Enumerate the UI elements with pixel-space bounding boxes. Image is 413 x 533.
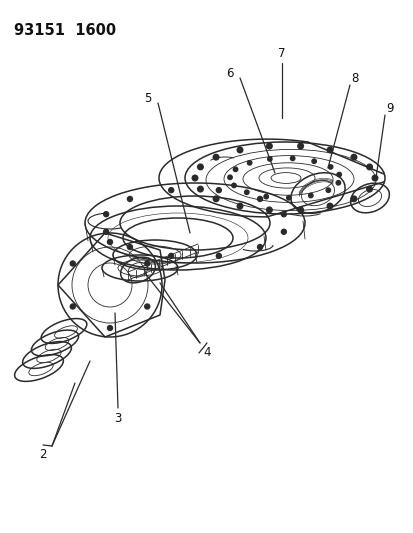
Circle shape — [267, 157, 271, 161]
Circle shape — [197, 186, 203, 192]
Circle shape — [366, 186, 371, 192]
Circle shape — [70, 304, 75, 309]
Circle shape — [326, 203, 332, 209]
Circle shape — [216, 253, 221, 259]
Text: 4: 4 — [203, 346, 210, 359]
Circle shape — [213, 196, 218, 201]
Circle shape — [325, 188, 330, 192]
Text: 2: 2 — [39, 448, 47, 462]
Text: 3: 3 — [114, 411, 121, 424]
Circle shape — [216, 188, 221, 192]
Circle shape — [286, 196, 290, 200]
Circle shape — [233, 167, 237, 172]
Circle shape — [371, 175, 377, 181]
Circle shape — [244, 190, 248, 195]
Circle shape — [127, 245, 132, 249]
Text: 6: 6 — [225, 67, 233, 79]
Circle shape — [311, 159, 316, 164]
Circle shape — [266, 143, 271, 149]
Circle shape — [257, 245, 262, 249]
Circle shape — [263, 195, 268, 199]
Circle shape — [326, 147, 332, 153]
Circle shape — [281, 229, 286, 235]
Circle shape — [237, 203, 242, 209]
Circle shape — [297, 143, 303, 149]
Circle shape — [231, 183, 236, 188]
Circle shape — [290, 156, 294, 160]
Text: 7: 7 — [278, 46, 285, 60]
Text: 5: 5 — [144, 92, 151, 104]
Circle shape — [227, 175, 232, 180]
Circle shape — [281, 212, 286, 217]
Circle shape — [103, 212, 108, 217]
Circle shape — [308, 193, 312, 198]
Circle shape — [145, 261, 150, 266]
Circle shape — [335, 181, 340, 185]
Circle shape — [247, 160, 251, 165]
Circle shape — [145, 304, 150, 309]
Circle shape — [103, 229, 108, 235]
Text: 93151  1600: 93151 1600 — [14, 23, 116, 38]
Text: 9: 9 — [385, 101, 393, 115]
Circle shape — [127, 197, 132, 201]
Circle shape — [70, 261, 75, 266]
Circle shape — [366, 164, 371, 169]
Circle shape — [336, 172, 341, 177]
Circle shape — [297, 207, 303, 213]
Circle shape — [168, 188, 173, 192]
Circle shape — [197, 164, 203, 169]
Circle shape — [266, 207, 271, 213]
Circle shape — [192, 175, 197, 181]
Text: 8: 8 — [351, 71, 358, 85]
Circle shape — [107, 239, 112, 245]
Circle shape — [168, 253, 173, 259]
Circle shape — [257, 197, 262, 201]
Circle shape — [213, 155, 218, 160]
Circle shape — [350, 155, 356, 160]
Circle shape — [237, 147, 242, 153]
Circle shape — [107, 326, 112, 330]
Circle shape — [350, 196, 356, 201]
Circle shape — [328, 165, 332, 169]
